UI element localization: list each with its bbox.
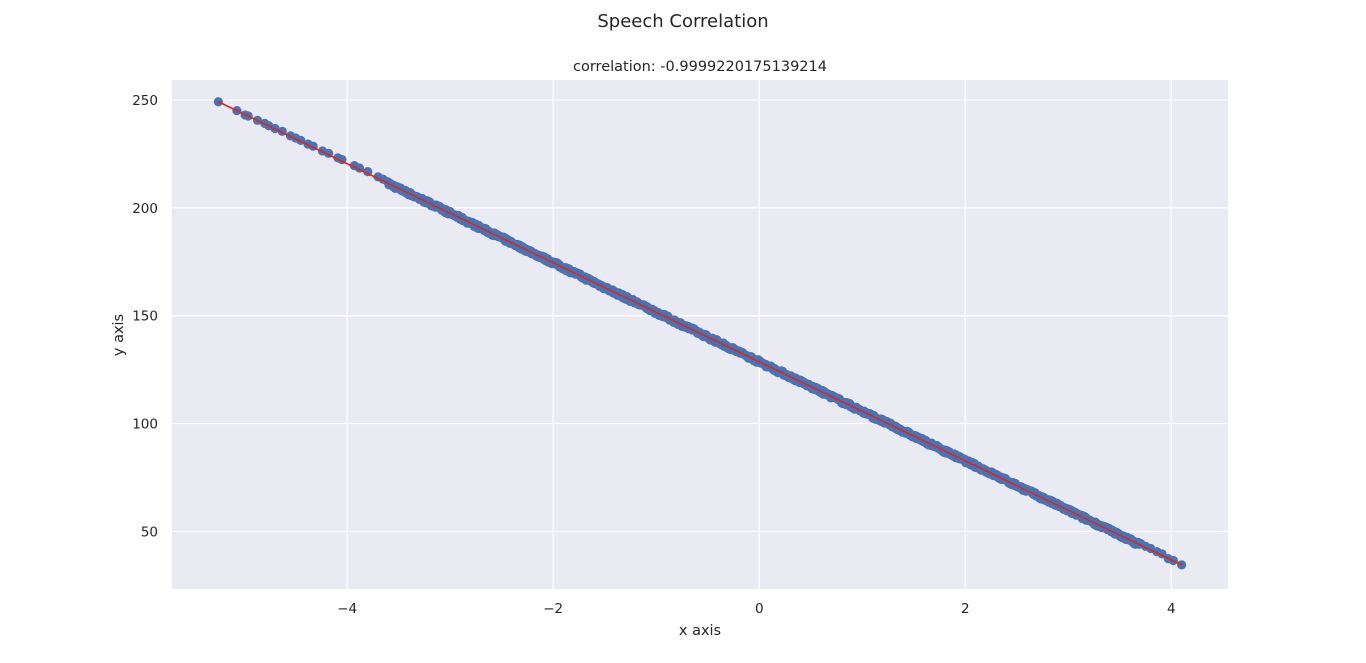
y-tick-label: 100 bbox=[132, 417, 158, 433]
grid-lines bbox=[172, 80, 1228, 589]
x-tick-label: 2 bbox=[961, 601, 970, 617]
x-tick-label: 4 bbox=[1167, 601, 1176, 617]
fit-line bbox=[218, 101, 1182, 566]
y-tick-label: 250 bbox=[132, 93, 158, 109]
y-tick-labels: 50 100 150 200 250 bbox=[132, 93, 158, 540]
y-tick-label: 200 bbox=[132, 201, 158, 217]
x-tick-label: −4 bbox=[337, 601, 357, 617]
y-axis-label: y axis bbox=[111, 314, 127, 356]
x-axis-label: x axis bbox=[679, 623, 721, 639]
chart-subtitle: correlation: -0.9999220175139214 bbox=[573, 59, 827, 75]
x-tick-labels: −4 −2 0 2 4 bbox=[337, 601, 1175, 617]
x-tick-label: 0 bbox=[755, 601, 764, 617]
x-tick-label: −2 bbox=[543, 601, 563, 617]
chart-title: Speech Correlation bbox=[597, 11, 768, 32]
y-tick-label: 150 bbox=[132, 309, 158, 325]
y-tick-label: 50 bbox=[141, 524, 158, 540]
fit-line-group bbox=[218, 101, 1182, 566]
scatter-point bbox=[213, 97, 223, 107]
